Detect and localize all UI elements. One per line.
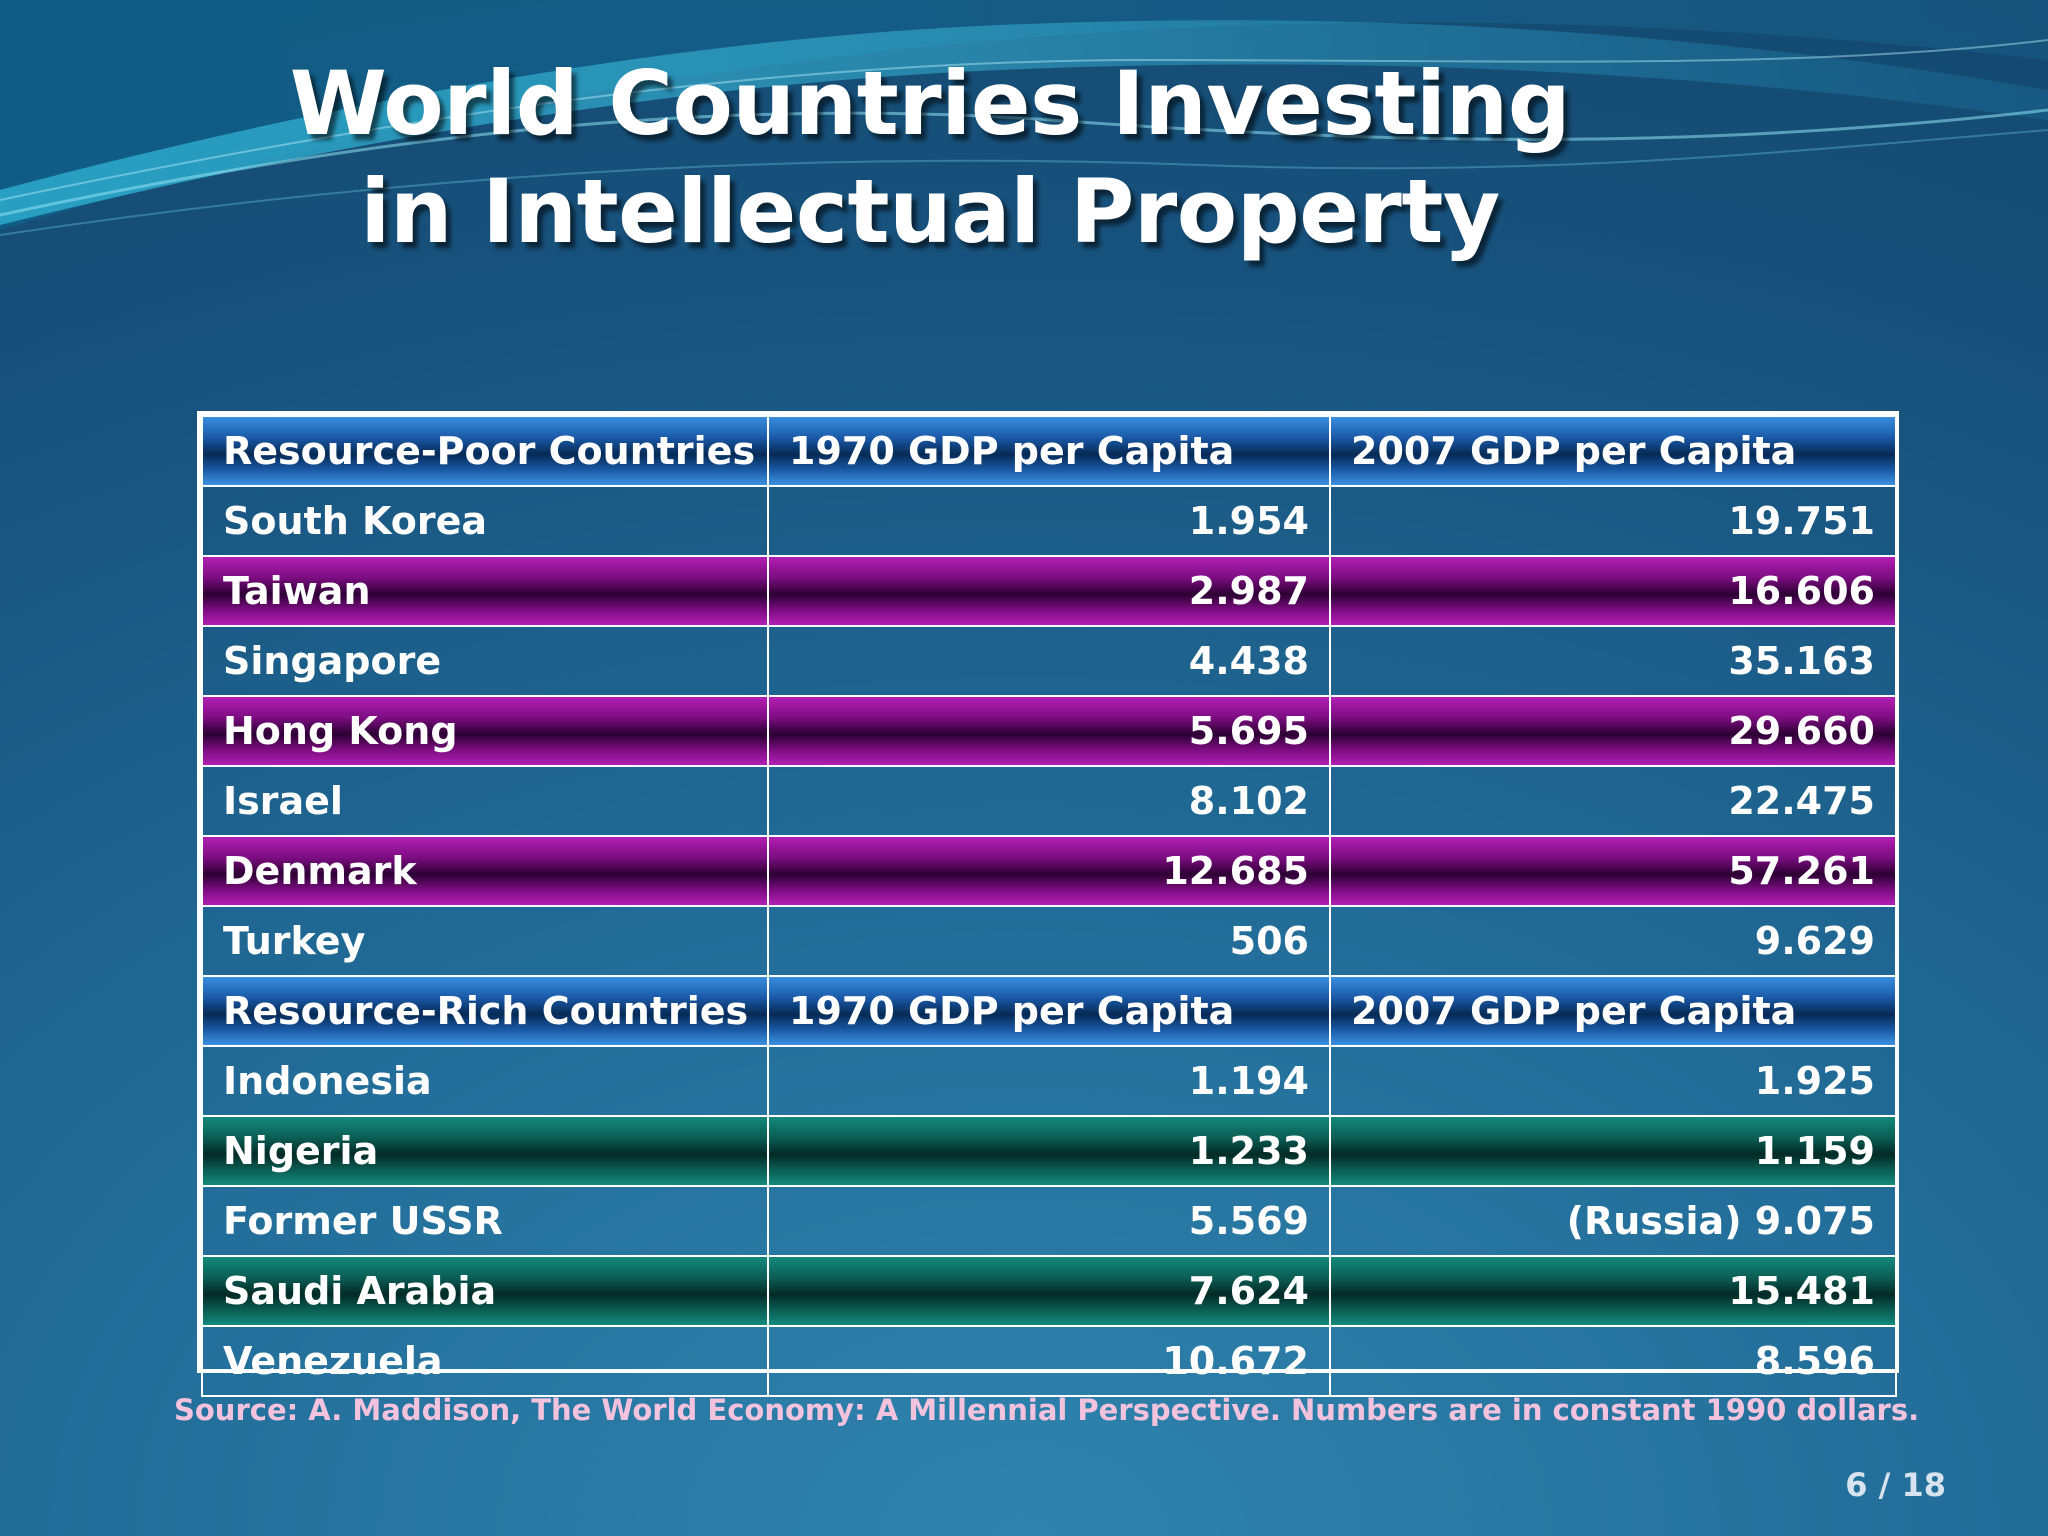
gdp-2007-cell: 57.261 bbox=[1329, 835, 1897, 907]
table-row: South Korea 1.954 19.751 bbox=[201, 485, 1897, 557]
gdp-2007-cell: 8.596 bbox=[1329, 1325, 1897, 1397]
gdp-1970-cell: 506 bbox=[767, 905, 1331, 977]
gdp-1970-cell: 1.233 bbox=[767, 1115, 1331, 1187]
column-header: Resource-Poor Countries bbox=[201, 415, 769, 487]
table-row: Saudi Arabia 7.624 15.481 bbox=[201, 1255, 1897, 1327]
gdp-2007-cell: 9.629 bbox=[1329, 905, 1897, 977]
gdp-2007-cell: (Russia) 9.075 bbox=[1329, 1185, 1897, 1257]
source-note: Source: A. Maddison, The World Economy: … bbox=[174, 1393, 1920, 1427]
gdp-1970-cell: 2.987 bbox=[767, 555, 1331, 627]
country-cell: Former USSR bbox=[201, 1185, 769, 1257]
country-cell: Venezuela bbox=[201, 1325, 769, 1397]
gdp-table: Resource-Poor Countries 1970 GDP per Capi… bbox=[197, 411, 1899, 1397]
table-row: Hong Kong 5.695 29.660 bbox=[201, 695, 1897, 767]
table-row: Singapore 4.438 35.163 bbox=[201, 625, 1897, 697]
column-header: 2007 GDP per Capita bbox=[1329, 975, 1897, 1047]
country-cell: Singapore bbox=[201, 625, 769, 697]
table-row: Taiwan 2.987 16.606 bbox=[201, 555, 1897, 627]
gdp-1970-cell: 12.685 bbox=[767, 835, 1331, 907]
country-cell: Turkey bbox=[201, 905, 769, 977]
gdp-1970-cell: 10.672 bbox=[767, 1325, 1331, 1397]
country-cell: Israel bbox=[201, 765, 769, 837]
slide-title: World Countries Investing in Intellectua… bbox=[270, 50, 1590, 266]
gdp-table-grid: Resource-Poor Countries 1970 GDP per Capi… bbox=[201, 415, 1897, 1397]
wave-decoration bbox=[0, 0, 2048, 236]
gdp-2007-cell: 22.475 bbox=[1329, 765, 1897, 837]
gdp-2007-cell: 1.159 bbox=[1329, 1115, 1897, 1187]
gdp-2007-cell: 29.660 bbox=[1329, 695, 1897, 767]
table-row: Venezuela 10.672 8.596 bbox=[201, 1325, 1897, 1397]
table-row: Indonesia 1.194 1.925 bbox=[201, 1045, 1897, 1117]
column-header: 2007 GDP per Capita bbox=[1329, 415, 1897, 487]
page-number: 6 / 18 bbox=[1845, 1466, 1946, 1504]
table-row: Former USSR 5.569 (Russia) 9.075 bbox=[201, 1185, 1897, 1257]
title-line-1: World Countries Investing bbox=[289, 52, 1571, 155]
gdp-1970-cell: 5.569 bbox=[767, 1185, 1331, 1257]
column-header: 1970 GDP per Capita bbox=[767, 975, 1331, 1047]
gdp-1970-cell: 1.194 bbox=[767, 1045, 1331, 1117]
gdp-2007-cell: 35.163 bbox=[1329, 625, 1897, 697]
country-cell: Nigeria bbox=[201, 1115, 769, 1187]
country-cell: South Korea bbox=[201, 485, 769, 557]
country-cell: Taiwan bbox=[201, 555, 769, 627]
gdp-2007-cell: 19.751 bbox=[1329, 485, 1897, 557]
gdp-1970-cell: 5.695 bbox=[767, 695, 1331, 767]
gdp-1970-cell: 4.438 bbox=[767, 625, 1331, 697]
column-header: Resource-Rich Countries bbox=[201, 975, 769, 1047]
column-header: 1970 GDP per Capita bbox=[767, 415, 1331, 487]
country-cell: Saudi Arabia bbox=[201, 1255, 769, 1327]
table-row: Nigeria 1.233 1.159 bbox=[201, 1115, 1897, 1187]
table-row: Turkey 506 9.629 bbox=[201, 905, 1897, 977]
gdp-2007-cell: 16.606 bbox=[1329, 555, 1897, 627]
country-cell: Denmark bbox=[201, 835, 769, 907]
gdp-1970-cell: 1.954 bbox=[767, 485, 1331, 557]
title-line-2: in Intellectual Property bbox=[360, 160, 1500, 263]
table-row: Israel 8.102 22.475 bbox=[201, 765, 1897, 837]
gdp-2007-cell: 1.925 bbox=[1329, 1045, 1897, 1117]
table-header-row: Resource-Rich Countries 1970 GDP per Capi… bbox=[201, 975, 1897, 1047]
table-header-row: Resource-Poor Countries 1970 GDP per Capi… bbox=[201, 415, 1897, 487]
gdp-2007-cell: 15.481 bbox=[1329, 1255, 1897, 1327]
table-body: Resource-Poor Countries 1970 GDP per Capi… bbox=[201, 415, 1897, 1397]
table-row: Denmark 12.685 57.261 bbox=[201, 835, 1897, 907]
country-cell: Indonesia bbox=[201, 1045, 769, 1117]
gdp-1970-cell: 7.624 bbox=[767, 1255, 1331, 1327]
country-cell: Hong Kong bbox=[201, 695, 769, 767]
gdp-1970-cell: 8.102 bbox=[767, 765, 1331, 837]
